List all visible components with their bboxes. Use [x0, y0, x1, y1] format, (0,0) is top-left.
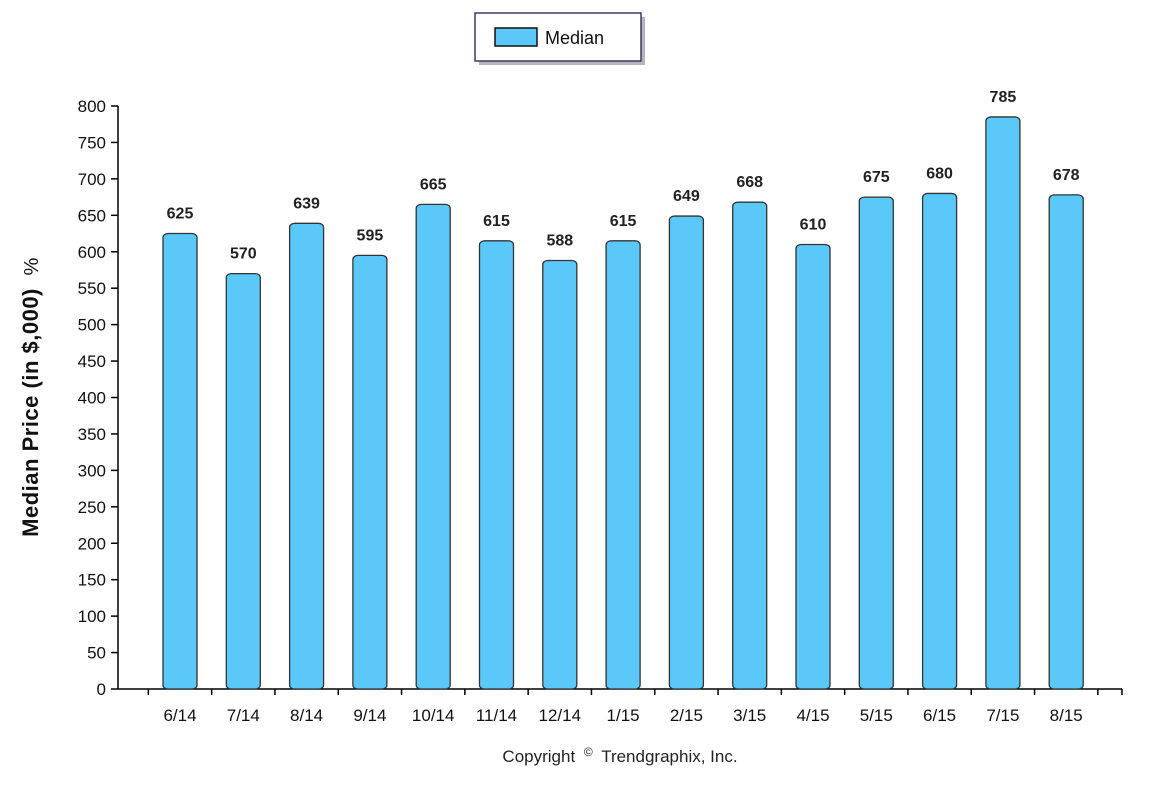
y-tick-label: 100 — [78, 607, 106, 626]
y-tick-label: 250 — [78, 498, 106, 517]
bar-7-15 — [985, 116, 1021, 690]
y-tick-label: 750 — [78, 133, 106, 152]
copyright-symbol: © — [584, 745, 593, 759]
legend: Median — [474, 12, 645, 65]
x-tick-label: 1/15 — [607, 706, 640, 725]
copyright-prefix: Copyright — [502, 747, 575, 766]
bar-1-15 — [605, 240, 641, 690]
bar-11-14 — [478, 240, 515, 690]
legend-swatch — [494, 27, 538, 47]
x-tick-label: 8/15 — [1050, 706, 1083, 725]
data-label: 639 — [293, 195, 320, 212]
data-label: 615 — [610, 213, 637, 230]
y-tick-label: 350 — [78, 425, 106, 444]
bar-8-14 — [288, 222, 325, 690]
data-label: 785 — [990, 89, 1017, 106]
x-tick-label: 6/15 — [923, 706, 956, 725]
y-tick-label: 300 — [78, 461, 106, 480]
y-tick-label: 500 — [78, 316, 106, 335]
bar-2-15 — [668, 215, 705, 690]
x-tick-label: 10/14 — [412, 706, 455, 725]
data-label: 625 — [167, 206, 194, 223]
bar-12-14 — [542, 259, 578, 690]
bar-6-14 — [162, 232, 198, 690]
data-label: 570 — [230, 246, 257, 263]
y-tick-label: 200 — [78, 534, 106, 553]
y-tick-label: 550 — [78, 279, 106, 298]
y-tick-label: 400 — [78, 389, 106, 408]
data-label: 675 — [863, 169, 890, 186]
data-label: 668 — [736, 174, 763, 191]
bar-5-15 — [858, 196, 894, 690]
x-tick-label: 6/14 — [163, 706, 196, 725]
svg-text:Median Price (in $,000): Median Price (in $,000) % — [18, 257, 43, 537]
bars — [162, 116, 1084, 690]
y-tick-label: 50 — [87, 644, 106, 663]
copyright: Copyright © Trendgraphix, Inc. — [502, 741, 737, 766]
y-tick-label: 150 — [78, 571, 106, 590]
bar-6-15 — [921, 192, 958, 690]
x-tick-label: 5/15 — [860, 706, 893, 725]
y-axis: 0 50 100 150 200 250 300 350 400 450 500 550 600 650 7… — [78, 97, 119, 699]
bar-3-15 — [732, 201, 768, 690]
bar-7-14 — [225, 272, 261, 690]
data-label: 680 — [926, 165, 953, 182]
x-tick-label: 7/15 — [986, 706, 1019, 725]
y-tick-label: 450 — [78, 352, 106, 371]
x-tick-label: 7/14 — [227, 706, 260, 725]
bar-10-14 — [415, 203, 451, 690]
x-axis: 6/14 7/14 8/14 9/14 10/14 11/14 12/14 1/15 2/15 3… — [118, 688, 1123, 725]
y-tick-label: 650 — [78, 206, 106, 225]
y-tick-label: 600 — [78, 243, 106, 262]
y-tick-label: 800 — [78, 97, 106, 116]
data-label: 665 — [420, 176, 447, 193]
legend-label: Median — [545, 28, 604, 48]
y-tick-label: 700 — [78, 170, 106, 189]
bar-4-15 — [795, 243, 831, 690]
bar-9-14 — [352, 254, 388, 690]
bar-8-15 — [1048, 194, 1084, 690]
x-tick-label: 8/14 — [290, 706, 323, 725]
x-tick-label: 9/14 — [353, 706, 386, 725]
data-label: 649 — [673, 188, 700, 205]
x-tick-label: 12/14 — [539, 706, 582, 725]
x-tick-label: 11/14 — [476, 706, 517, 725]
svg-text:Copyright © Tr: Copyright © Trendgraphix, Inc. — [502, 741, 737, 766]
y-axis-label: Median Price (in $,000) — [18, 288, 43, 537]
data-label: 588 — [546, 232, 573, 249]
x-tick-label: 2/15 — [670, 706, 703, 725]
x-tick-label: 4/15 — [796, 706, 829, 725]
data-label: 610 — [800, 216, 827, 233]
data-label: 615 — [483, 213, 510, 230]
x-tick-label: 3/15 — [733, 706, 766, 725]
y-axis-title: Median Price (in $,000) % — [18, 257, 43, 537]
value-labels: 625 570 639 595 665 615 588 615 649 668 610 675 680 7… — [167, 89, 1080, 263]
y-axis-unit: % — [21, 257, 43, 275]
copyright-owner: Trendgraphix, Inc. — [601, 747, 737, 766]
y-tick-label: 0 — [97, 680, 106, 699]
data-label: 595 — [357, 227, 384, 244]
data-label: 678 — [1053, 167, 1080, 184]
